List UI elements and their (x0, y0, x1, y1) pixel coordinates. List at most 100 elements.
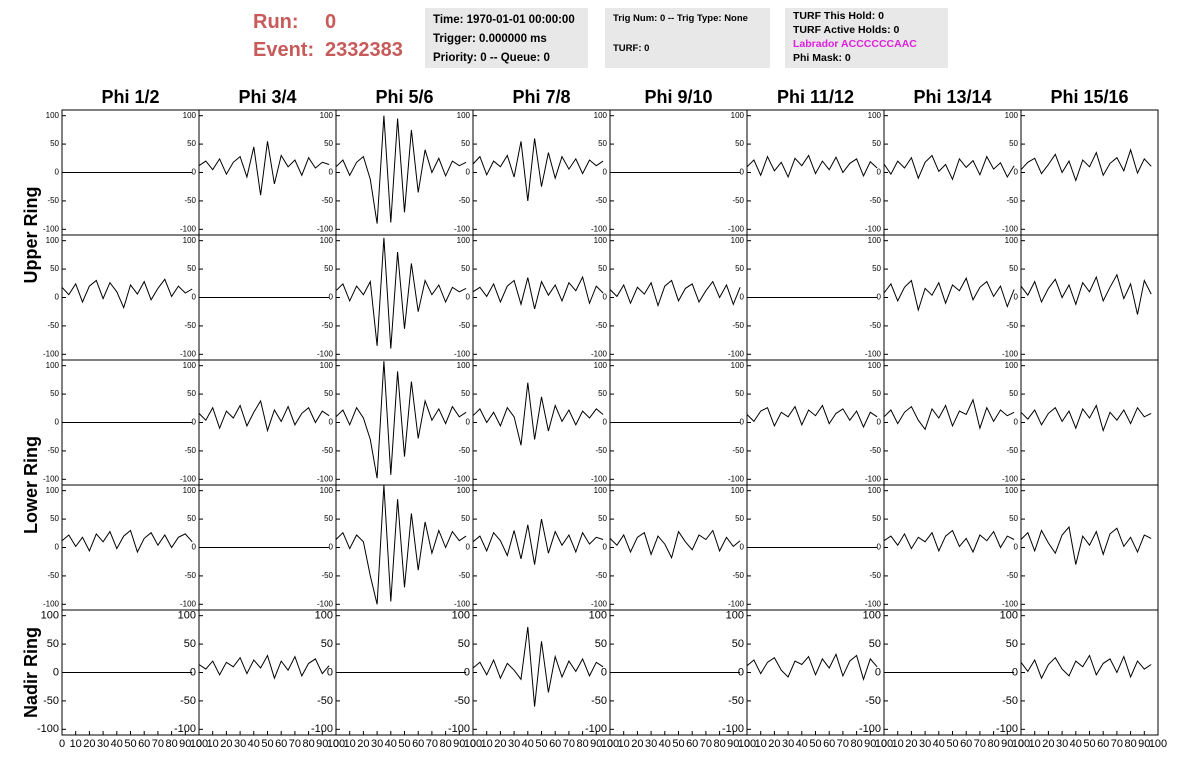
y-tick-label: 0 (466, 293, 471, 302)
y-tick-label: 50 (872, 389, 881, 398)
y-tick-label: -50 (732, 321, 744, 330)
y-tick-label: -100 (37, 723, 59, 735)
x-tick-label: 40 (1070, 738, 1082, 750)
info-line: TURF: 0 (613, 43, 650, 54)
y-tick-label: -50 (869, 446, 881, 455)
row-title: Lower Ring (21, 436, 41, 534)
x-tick-label: 20 (768, 738, 780, 750)
y-tick-label: -50 (595, 446, 607, 455)
y-tick-label: 100 (594, 361, 608, 370)
waveform (472, 626, 604, 707)
y-tick-label: 0 (192, 168, 197, 177)
y-tick-label: -100 (43, 349, 60, 358)
y-tick-label: -100 (180, 599, 197, 608)
trig-box: Trig Num: 0 -- Trig Type: None TURF: 0 (605, 8, 770, 68)
y-tick-label: 50 (458, 638, 470, 650)
y-tick-label: 100 (457, 361, 471, 370)
y-tick-label: -50 (321, 196, 333, 205)
panel-frame (198, 609, 337, 736)
waveform (61, 278, 193, 310)
y-tick-label: -100 (591, 224, 608, 233)
panel-frame (883, 359, 1022, 486)
y-tick-label: 100 (183, 236, 197, 245)
x-tick-label: 30 (234, 738, 246, 750)
x-tick-label: 20 (220, 738, 232, 750)
x-tick-label: 100 (1149, 738, 1167, 750)
y-tick-label: 50 (187, 389, 196, 398)
y-tick-label: -100 (311, 723, 333, 735)
y-tick-label: 0 (464, 666, 470, 678)
info-line: Labrador ACCCCCCAAC (793, 38, 917, 50)
y-tick-label: -100 (865, 474, 882, 483)
x-tick-label: 60 (960, 738, 972, 750)
y-tick-label: -50 (595, 196, 607, 205)
y-tick-label: 100 (731, 361, 745, 370)
y-tick-label: 100 (183, 111, 197, 120)
y-tick-label: -100 (591, 349, 608, 358)
y-tick-label: 0 (877, 543, 882, 552)
waveform (1020, 525, 1152, 565)
y-tick-label: 0 (55, 168, 60, 177)
y-tick-label: -100 (728, 474, 745, 483)
x-tick-label: 20 (1042, 738, 1054, 750)
y-tick-label: 100 (457, 111, 471, 120)
column-title: Phi 15/16 (1050, 87, 1128, 107)
y-tick-label: 50 (47, 638, 59, 650)
y-tick-label: 100 (731, 486, 745, 495)
panel-frame (472, 359, 611, 486)
info-line: TURF Active Holds: 0 (793, 24, 900, 36)
y-tick-label: -100 (728, 349, 745, 358)
y-tick-label: -50 (869, 196, 881, 205)
waveform (1020, 148, 1152, 183)
x-tick-label: 80 (302, 738, 314, 750)
y-tick-label: 100 (1005, 486, 1019, 495)
y-tick-label: 0 (740, 543, 745, 552)
x-tick-label: 0 (470, 738, 476, 750)
y-tick-label: 50 (187, 139, 196, 148)
panel-frame (883, 109, 1022, 236)
y-tick-label: -100 (174, 723, 196, 735)
row-title: Upper Ring (21, 187, 41, 284)
x-tick-label: 80 (576, 738, 588, 750)
y-tick-label: 50 (50, 514, 59, 523)
y-tick-label: 50 (732, 638, 744, 650)
panel-frame (198, 109, 337, 236)
y-tick-label: 0 (466, 168, 471, 177)
y-tick-label: 100 (320, 486, 334, 495)
y-tick-label: -50 (184, 446, 196, 455)
x-tick-label: 70 (700, 738, 712, 750)
y-tick-label: 50 (735, 389, 744, 398)
x-tick-label: 80 (713, 738, 725, 750)
y-tick-label: 50 (872, 264, 881, 273)
x-tick-label: 90 (1138, 738, 1150, 750)
panel-frame (61, 484, 200, 611)
y-tick-label: 100 (183, 361, 197, 370)
y-tick-label: 50 (324, 389, 333, 398)
y-tick-label: 50 (598, 514, 607, 523)
x-tick-label: 0 (744, 738, 750, 750)
y-tick-label: 0 (603, 293, 608, 302)
y-tick-label: 50 (187, 264, 196, 273)
x-tick-label: 100 (327, 738, 345, 750)
y-tick-label: 50 (1009, 139, 1018, 148)
y-tick-label: 50 (324, 139, 333, 148)
y-tick-label: 50 (50, 389, 59, 398)
panel-frame (609, 484, 748, 611)
x-tick-label: 90 (1001, 738, 1013, 750)
waveform (883, 276, 1015, 312)
x-tick-label: 90 (179, 738, 191, 750)
y-tick-label: 100 (1005, 236, 1019, 245)
panel-frame (1020, 609, 1159, 736)
waveform (746, 404, 878, 429)
y-tick-label: 0 (466, 418, 471, 427)
y-tick-label: 50 (869, 638, 881, 650)
y-tick-label: -100 (317, 599, 334, 608)
y-tick-label: -100 (1002, 224, 1019, 233)
waveform (609, 279, 741, 308)
y-tick-label: -50 (869, 571, 881, 580)
time-box: Time: 1970-01-01 00:00:00 Trigger: 0.000… (425, 8, 588, 68)
x-tick-label: 0 (881, 738, 887, 750)
x-tick-label: 20 (631, 738, 643, 750)
info-line: Time: 1970-01-01 00:00:00 (433, 14, 575, 26)
event-number: 2332383 (325, 39, 403, 61)
